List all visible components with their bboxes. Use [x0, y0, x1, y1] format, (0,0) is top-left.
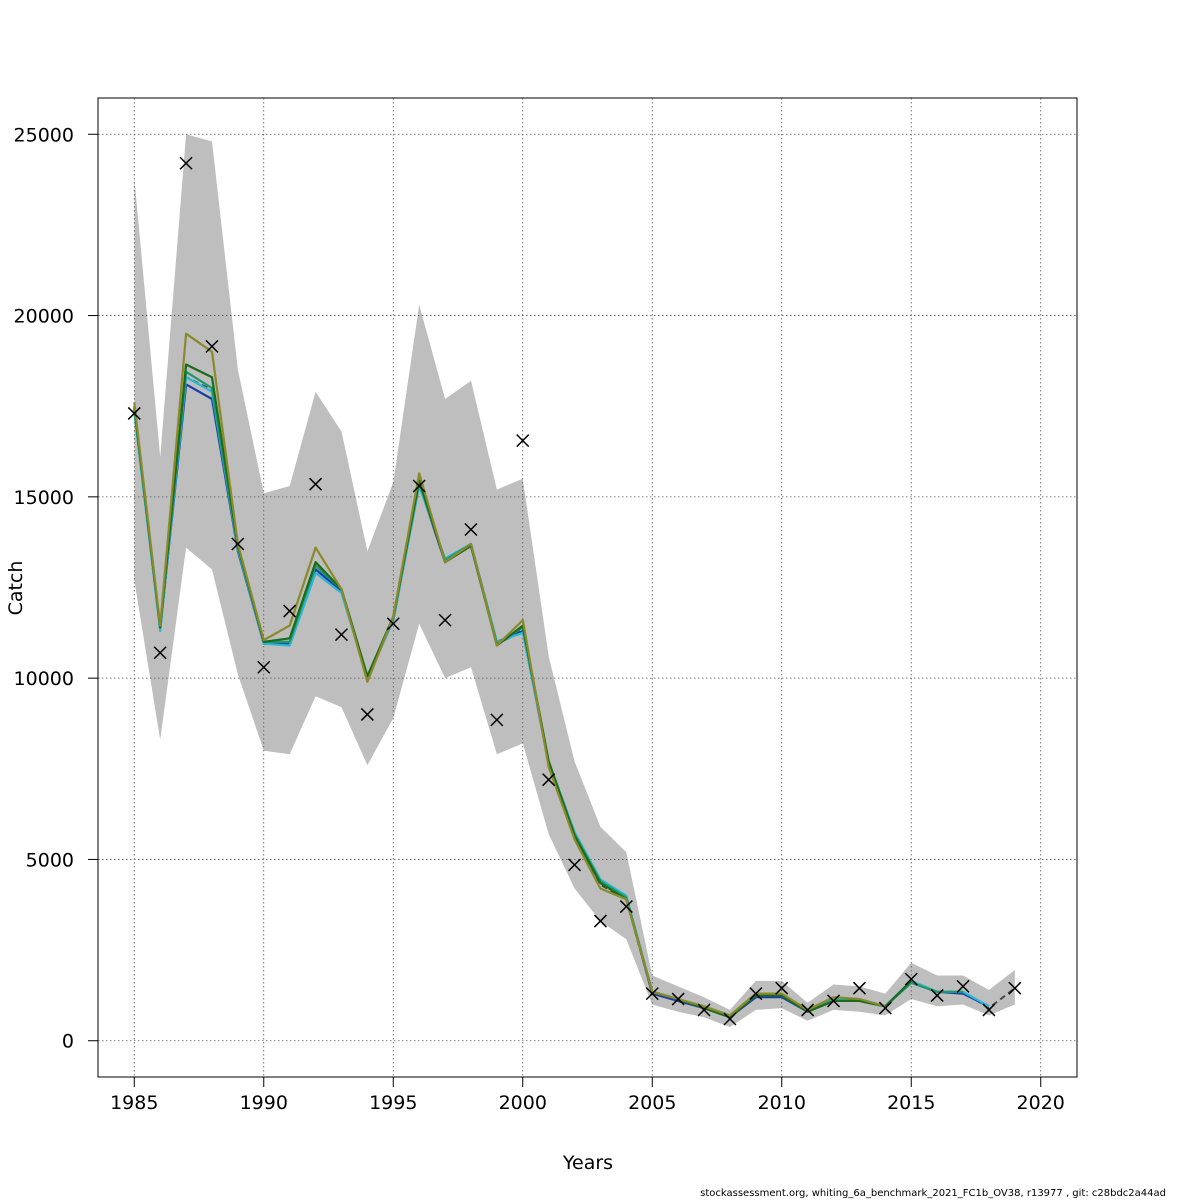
observed-point — [930, 988, 944, 1002]
observed-point — [464, 522, 478, 537]
x-tick-label: 1995 — [369, 1092, 417, 1114]
observed-point — [360, 707, 374, 721]
x-tick-label: 2005 — [628, 1092, 676, 1114]
x-tick-label: 2000 — [499, 1092, 547, 1114]
confidence-band-layer — [134, 134, 1015, 1028]
observed-point — [542, 773, 556, 787]
observed-point — [153, 646, 167, 660]
observed-point — [878, 1001, 892, 1015]
observed-point — [386, 617, 400, 631]
plot-frame — [97, 97, 1078, 1078]
y-tick-label: 0 — [62, 1031, 74, 1053]
observed-point — [490, 713, 504, 727]
footer-note: stockassessment.org, whiting_6a_benchmar… — [700, 1188, 1166, 1199]
confidence-band — [134, 134, 1015, 1028]
y-tick-label: 10000 — [14, 668, 74, 690]
y-tick-label: 5000 — [26, 849, 74, 871]
y-tick-label: 20000 — [14, 306, 74, 328]
observed-point — [982, 1003, 996, 1017]
observed-point — [904, 972, 918, 986]
observed-point — [127, 406, 141, 420]
observed-point — [852, 981, 866, 995]
observed-point — [516, 434, 530, 448]
x-tick-label: 1985 — [110, 1092, 158, 1114]
x-tick-label: 2010 — [758, 1092, 806, 1114]
observed-point — [412, 479, 426, 493]
observed-point — [205, 339, 219, 353]
observed-point — [749, 987, 763, 1001]
series-layer — [133, 332, 1016, 1019]
y-tick-label: 15000 — [14, 487, 74, 509]
x-tick-label: 2020 — [1017, 1092, 1065, 1114]
y-axis-title: Catch — [5, 561, 27, 616]
observed-point — [593, 914, 607, 928]
observed-point — [179, 156, 193, 170]
observed-point — [568, 858, 582, 872]
observed-point — [827, 994, 841, 1008]
observed-point — [723, 1012, 737, 1026]
x-axis-title: Years — [562, 1152, 613, 1174]
x-tick-label: 2015 — [887, 1092, 935, 1114]
observed-point — [231, 537, 245, 551]
y-tick-label: 25000 — [14, 124, 74, 146]
observed-point — [619, 900, 633, 914]
observed-point — [697, 1003, 711, 1017]
x-tick-label: 1990 — [240, 1092, 288, 1114]
observed-point — [645, 987, 659, 1001]
observed-point — [309, 477, 323, 491]
observed-point — [956, 979, 970, 993]
observed-point — [283, 604, 297, 618]
observed-point — [671, 992, 685, 1006]
observed-point — [775, 981, 789, 995]
observed-point — [801, 1003, 815, 1017]
observed-point — [257, 660, 271, 674]
observed-point — [334, 628, 348, 642]
series-line-6 — [133, 332, 886, 1017]
axis-layer: 1985 1990 1995 2000 2005 2010 2015 2020 0 5000 100… — [14, 124, 1065, 1114]
observed-point — [1008, 981, 1022, 995]
observed-points-layer — [127, 156, 1022, 1026]
observed-point — [438, 613, 452, 627]
